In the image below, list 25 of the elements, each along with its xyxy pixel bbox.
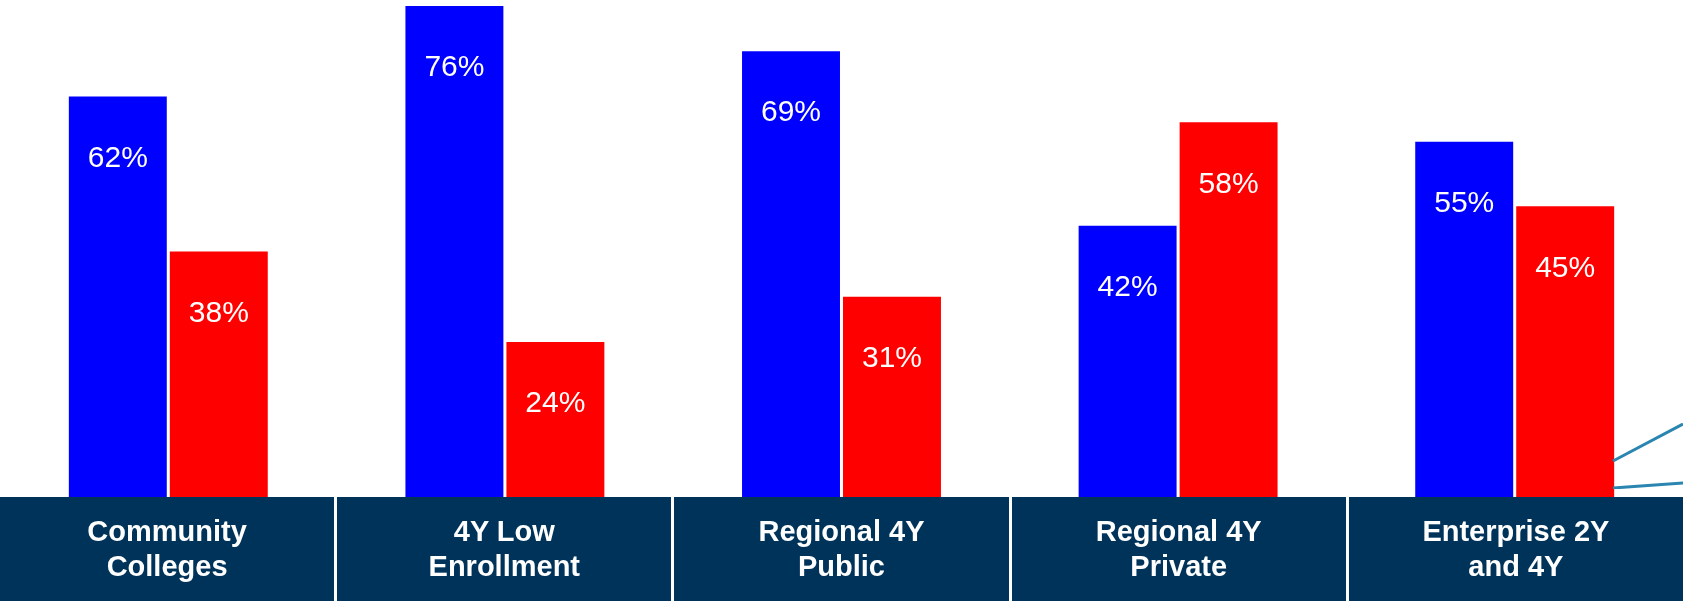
data-label: 31% (861, 339, 923, 373)
x-tick-label: Regional 4Y Public (757, 514, 926, 584)
x-tick-label: Enterprise 2Y and 4Y (1421, 514, 1611, 584)
bar (405, 6, 504, 497)
bar (169, 251, 268, 497)
data-label: 55% (1434, 184, 1495, 218)
x-tick-label: 4Y Low Enrollment (427, 514, 582, 584)
data-label: 24% (525, 385, 586, 419)
data-label: 69% (760, 94, 822, 128)
data-label: 62% (87, 139, 148, 173)
x-tick-label: Community Colleges (86, 514, 248, 584)
bar (1179, 122, 1278, 497)
bar (1516, 206, 1615, 497)
data-label: 58% (1198, 165, 1259, 199)
bar (1415, 141, 1514, 497)
data-label: 38% (188, 294, 249, 328)
bar (1078, 225, 1177, 497)
bar (742, 51, 840, 497)
bar (506, 341, 605, 497)
bar (843, 296, 941, 497)
data-label: 45% (1535, 249, 1596, 283)
data-label: 76% (424, 49, 485, 83)
bar (68, 96, 167, 497)
data-label: 42% (1097, 268, 1158, 302)
x-tick-label: Regional 4Y Private (1094, 514, 1263, 584)
